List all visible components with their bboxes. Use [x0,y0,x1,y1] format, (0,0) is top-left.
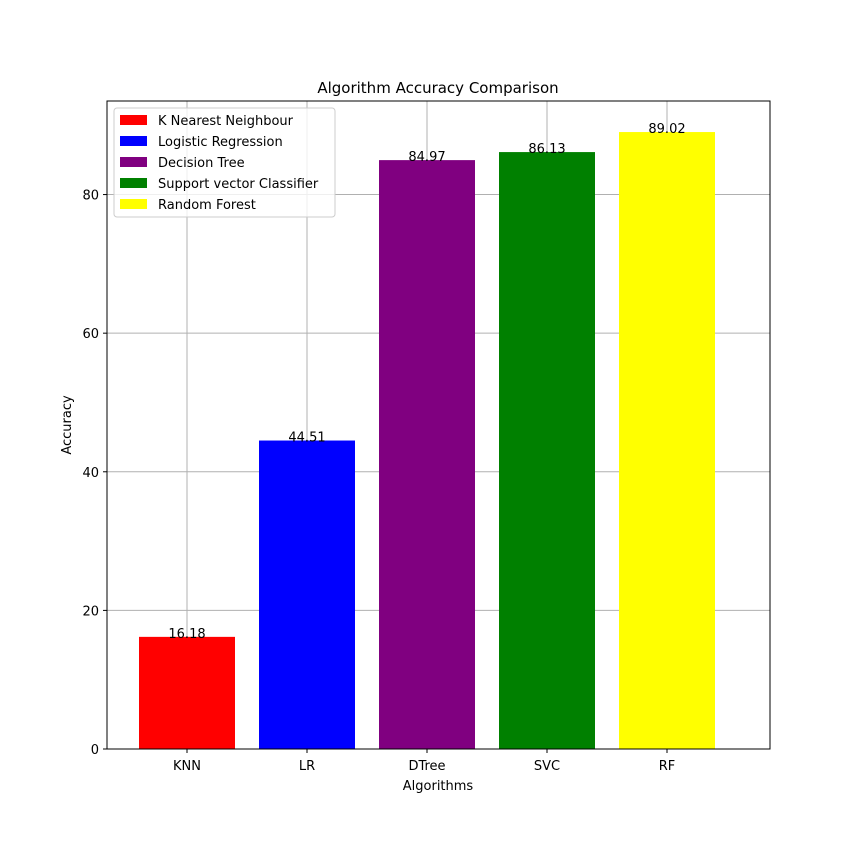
legend-swatch [120,199,147,209]
data-label-lr: 44.51 [288,431,325,446]
legend-swatch [120,115,147,125]
legend-swatch [120,178,147,188]
data-label-rf: 89.02 [648,122,685,137]
legend-swatch [120,136,147,146]
x-axis-label: Algorithms [403,779,474,794]
data-label-knn: 16.18 [168,627,205,642]
bar-svc [499,152,595,750]
legend-box [113,107,336,218]
data-label-svc: 86.13 [528,142,565,157]
x-tick-label: LR [299,759,315,774]
x-tick-label: RF [659,759,676,774]
bars [139,132,715,750]
chart-title: Algorithm Accuracy Comparison [317,79,558,97]
bar-dtree [379,160,475,749]
x-tick-label: DTree [408,759,445,774]
x-tick-label: KNN [173,759,201,774]
y-tick-label: 80 [82,189,99,204]
legend-swatch [120,157,147,167]
legend-entry: Support vector Classifier [158,177,319,192]
y-axis-label: Accuracy [60,395,75,455]
data-label-dtree: 84.97 [408,150,445,165]
legend-entry: Logistic Regression [158,135,283,150]
y-tick-label: 20 [82,604,99,619]
bar-rf [619,132,715,749]
legend: K Nearest Neighbour Logistic Regression De… [113,107,336,218]
y-tick-label: 0 [91,743,99,758]
y-tick-label: 40 [82,466,99,481]
x-axis-ticks: KNN LR DTree SVC RF [173,749,675,774]
plot-frame [106,100,771,750]
bar-lr [259,440,355,749]
bar-knn [139,636,235,749]
y-axis-ticks: 0 20 40 60 80 [82,189,107,758]
legend-entry: Random Forest [158,198,256,213]
legend-entry: K Nearest Neighbour [158,114,294,129]
data-labels: 16.18 44.51 84.97 86.13 89.02 [168,122,685,642]
legend-entry: Decision Tree [158,156,245,171]
y-tick-label: 60 [82,327,99,342]
x-tick-label: SVC [534,759,560,774]
